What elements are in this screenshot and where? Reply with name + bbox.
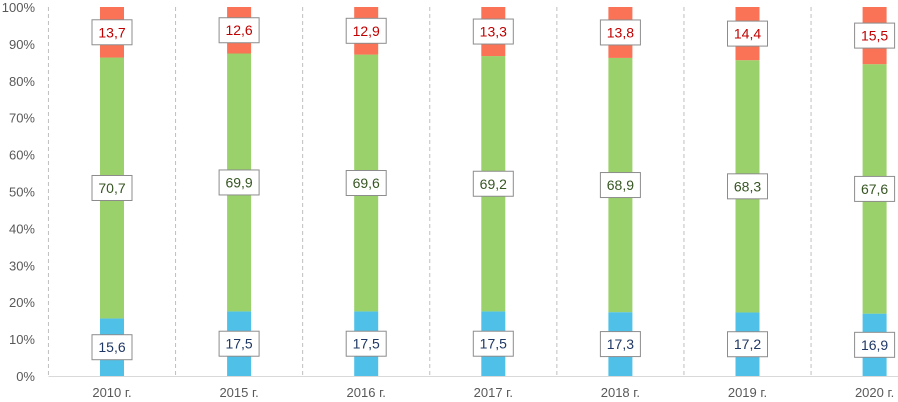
- y-tick-label: 90%: [9, 37, 35, 52]
- data-label-s0-0: 15,6: [98, 339, 125, 355]
- x-category-label: 2017 г.: [474, 385, 513, 400]
- x-category-label: 2020 г.: [855, 385, 894, 400]
- x-axis: 2010 г. 2015 г. 2016 г. 2017 г. 2018 г. 2019 …: [92, 385, 894, 400]
- data-label-box: [218, 17, 260, 44]
- data-label-s1-6: 67,6: [861, 181, 888, 197]
- y-tick-label: 0%: [16, 369, 35, 384]
- y-tick-label: 100%: [2, 0, 36, 15]
- data-label-box: [854, 175, 896, 202]
- data-label-s0-6: 16,9: [861, 337, 888, 353]
- x-category-label: 2010 г.: [92, 385, 131, 400]
- data-label-s2-1: 12,6: [225, 22, 252, 38]
- data-label-s2-4: 13,8: [607, 24, 634, 40]
- data-label-s0-5: 17,2: [734, 336, 761, 352]
- data-label-s0-2: 17,5: [353, 336, 380, 352]
- data-label-s2-6: 15,5: [861, 28, 888, 44]
- data-label-s1-0: 70,7: [98, 180, 125, 196]
- y-tick-label: 60%: [9, 148, 35, 163]
- data-label-box: [727, 20, 768, 47]
- data-label-s1-3: 69,2: [480, 176, 507, 192]
- data-label-box: [472, 170, 514, 197]
- data-label-s2-3: 13,3: [480, 24, 507, 40]
- data-label-s2-2: 12,9: [353, 23, 380, 39]
- data-label-box: [472, 330, 514, 357]
- x-category-label: 2018 г.: [601, 385, 640, 400]
- y-tick-label: 80%: [9, 74, 35, 89]
- data-label-box: [599, 19, 641, 46]
- x-category-label: 2016 г.: [347, 385, 386, 400]
- data-label-s0-1: 17,5: [225, 336, 252, 352]
- data-label-s0-3: 17,5: [480, 336, 507, 352]
- data-label-box: [91, 334, 133, 361]
- data-label-box: [91, 174, 133, 201]
- x-category-label: 2015 г.: [219, 385, 258, 400]
- data-label-box: [345, 170, 387, 197]
- data-label-box: [727, 173, 768, 200]
- x-category-label: 2019 г.: [728, 385, 767, 400]
- y-tick-label: 40%: [9, 221, 35, 236]
- data-label-box: [345, 330, 387, 357]
- data-label-box: [854, 22, 896, 49]
- data-label-box: [345, 17, 387, 44]
- y-tick-label: 10%: [9, 332, 35, 347]
- data-labels: 15,6 70,7 13,7 17,5 69,9 12,6 17,5 69,6 12,9 17,5…: [91, 17, 896, 361]
- category-separators: [47, 7, 898, 377]
- y-tick-label: 50%: [9, 185, 35, 200]
- data-label-s2-0: 13,7: [98, 24, 125, 40]
- data-label-box: [599, 172, 641, 199]
- data-label-s1-2: 69,6: [353, 175, 380, 191]
- data-label-box: [727, 331, 768, 358]
- data-label-box: [599, 331, 641, 358]
- data-label-s2-5: 14,4: [734, 26, 761, 42]
- data-label-box: [218, 169, 260, 196]
- y-tick-label: 70%: [9, 111, 35, 126]
- data-label-s0-4: 17,3: [607, 336, 634, 352]
- data-label-s1-1: 69,9: [225, 174, 252, 190]
- data-label-box: [91, 19, 133, 46]
- data-label-box: [218, 330, 260, 357]
- y-tick-label: 30%: [9, 258, 35, 273]
- data-label-s1-4: 68,9: [607, 177, 634, 193]
- data-label-box: [472, 18, 514, 45]
- data-label-box: [854, 331, 896, 358]
- y-axis: 0% 10% 20% 30% 40% 50% 60% 70% 80% 90% 100%: [2, 0, 36, 384]
- data-label-s1-5: 68,3: [734, 178, 761, 194]
- y-tick-label: 20%: [9, 295, 35, 310]
